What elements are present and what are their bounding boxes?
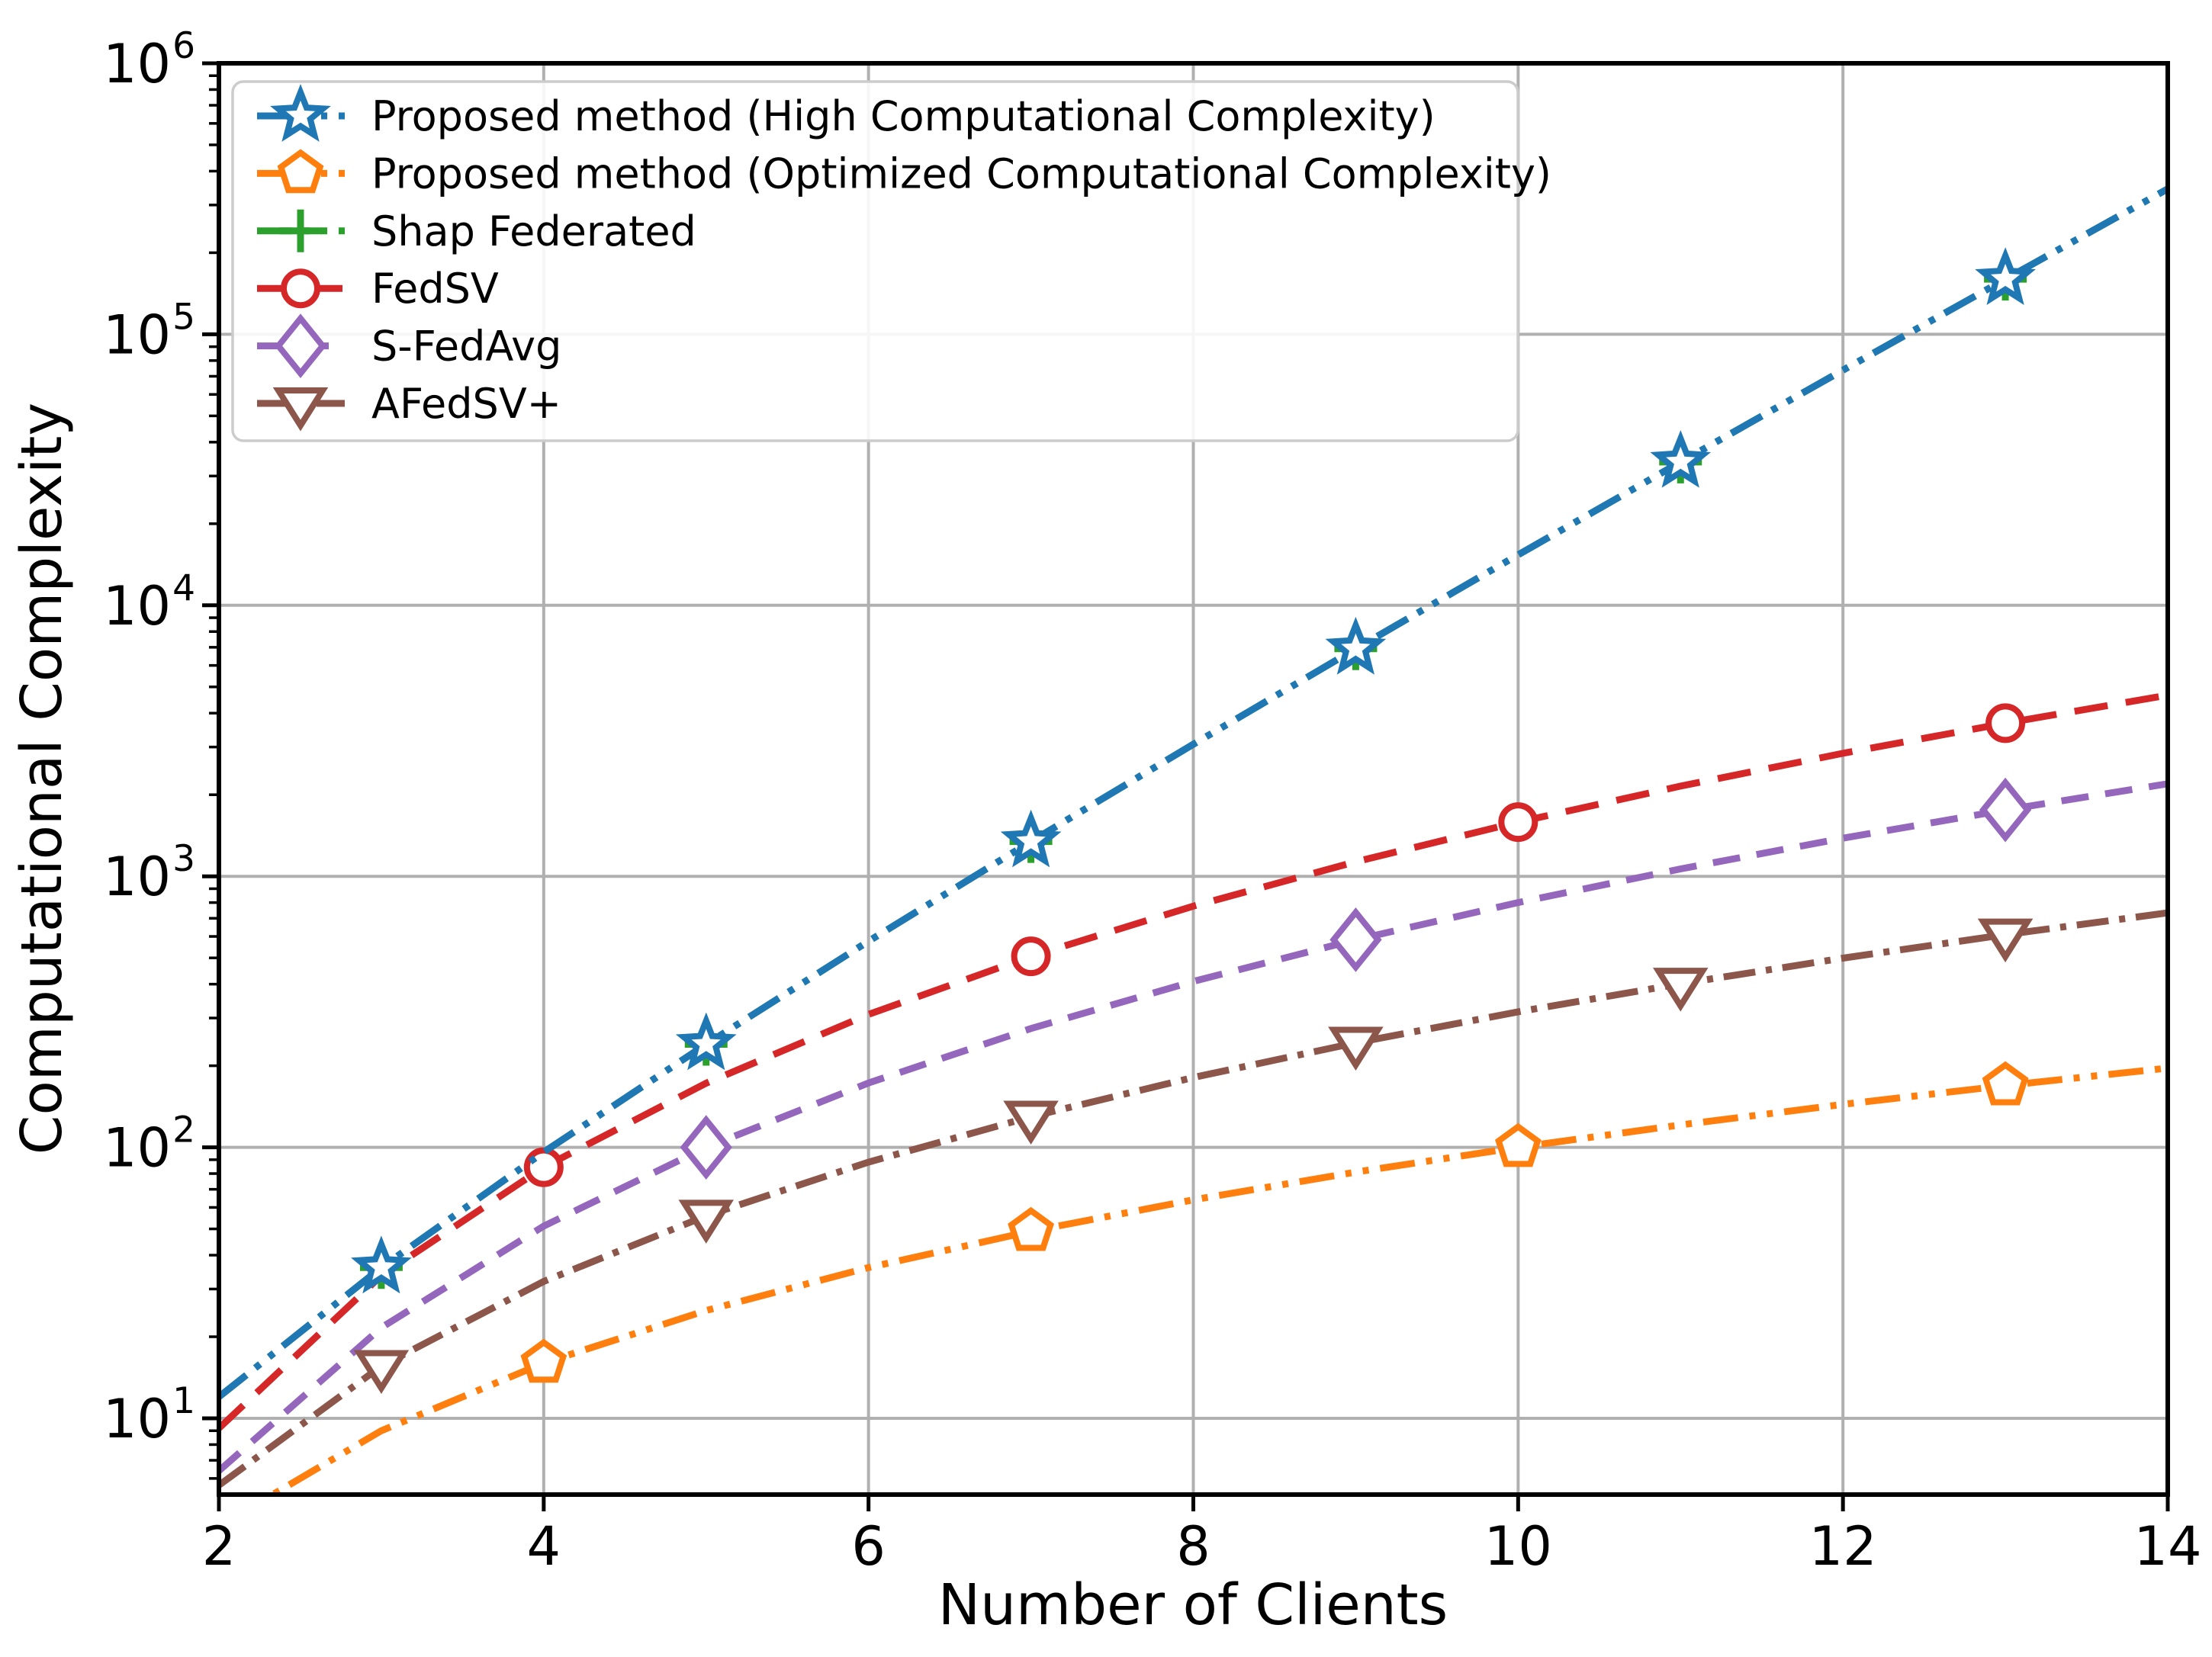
pentagon-marker — [1982, 1061, 2029, 1106]
y-tick-label: 106 — [103, 25, 195, 95]
series-proposed-method-optimized-computational-complexity — [265, 1061, 2168, 1495]
triangle-down-marker — [272, 387, 329, 432]
legend-item-fedsv: FedSV — [257, 265, 499, 313]
x-tick-label: 14 — [2133, 1515, 2201, 1578]
pentagon-marker — [1494, 1122, 1542, 1167]
legend-box — [231, 80, 1519, 442]
legend-label: S-FedAvg — [371, 323, 561, 371]
y-tick-label: 103 — [103, 838, 195, 908]
tick-labels: 2 4 6 8 10 12 14 101 102 103 104 105 106 — [103, 25, 2202, 1578]
pentagon-marker — [1008, 1206, 1055, 1251]
x-axis-label: Number of Clients — [938, 1572, 1448, 1638]
star-marker — [1975, 247, 2036, 306]
diamond-marker — [680, 1115, 732, 1180]
legend-item-afedsv: AFedSV+ — [257, 380, 561, 432]
circle-marker — [1985, 703, 2026, 743]
star-marker — [270, 84, 331, 142]
legend-item-s-fedavg: S-FedAvg — [257, 313, 561, 378]
triangle-down-marker — [1652, 968, 1709, 1012]
star-marker — [1650, 430, 1712, 488]
x-tick-label: 4 — [527, 1515, 561, 1578]
x-tick-label: 2 — [202, 1515, 236, 1578]
star-marker — [351, 1235, 412, 1294]
y-tick-label: 104 — [103, 567, 195, 637]
series-proposed-method-high-computational-complexity — [219, 185, 2168, 1400]
series-afedsv — [219, 909, 2168, 1488]
plus-marker — [279, 209, 322, 252]
x-tick-label: 8 — [1176, 1515, 1210, 1578]
star-marker — [675, 1012, 737, 1071]
legend-item-proposed-method-high-computational-complexity: Proposed method (High Computational Comp… — [257, 84, 1436, 142]
legend: Proposed method (High Computational Comp… — [231, 80, 1551, 442]
pentagon-marker — [520, 1338, 567, 1383]
triangle-down-marker — [678, 1199, 735, 1244]
series-fedsv — [219, 692, 2168, 1431]
star-marker — [1000, 809, 1062, 868]
diamond-marker — [1979, 777, 2032, 843]
legend-label: Shap Federated — [371, 207, 696, 255]
y-tick-label: 102 — [103, 1109, 195, 1180]
x-tick-label: 12 — [1809, 1515, 1877, 1578]
circle-marker — [281, 268, 320, 309]
plot-frame — [217, 61, 2170, 1497]
x-tick-label: 6 — [851, 1515, 886, 1578]
legend-label: Proposed method (Optimized Computational… — [371, 149, 1551, 197]
series-line-s-fedavg — [219, 780, 2168, 1474]
triangle-down-marker — [1977, 918, 2034, 963]
y-axis-label: Computational Complexity — [9, 403, 75, 1154]
y-tick-label: 101 — [103, 1380, 195, 1450]
series-line-afedsv — [219, 909, 2168, 1488]
legend-item-proposed-method-optimized-computational-complexity: Proposed method (Optimized Computational… — [257, 149, 1551, 197]
legend-label: Proposed method (High Computational Comp… — [371, 92, 1436, 140]
circle-marker — [1011, 936, 1051, 977]
circle-marker — [1498, 802, 1538, 843]
legend-item-shap-federated: Shap Federated — [257, 207, 696, 255]
y-tick-label: 105 — [103, 296, 195, 366]
star-marker — [1325, 616, 1387, 675]
diamond-marker — [274, 313, 327, 378]
triangle-down-marker — [353, 1350, 410, 1394]
diamond-marker — [1329, 907, 1382, 972]
circle-marker — [523, 1147, 564, 1187]
x-tick-label: 10 — [1484, 1515, 1552, 1578]
pentagon-marker — [277, 149, 324, 194]
legend-label: AFedSV+ — [371, 380, 561, 428]
series-s-fedavg — [219, 777, 2168, 1474]
series-line-proposed-method-high-computational-complexity — [219, 185, 2168, 1400]
triangle-down-marker — [1003, 1100, 1059, 1145]
legend-label: FedSV — [371, 265, 499, 313]
triangle-down-marker — [1328, 1026, 1384, 1071]
